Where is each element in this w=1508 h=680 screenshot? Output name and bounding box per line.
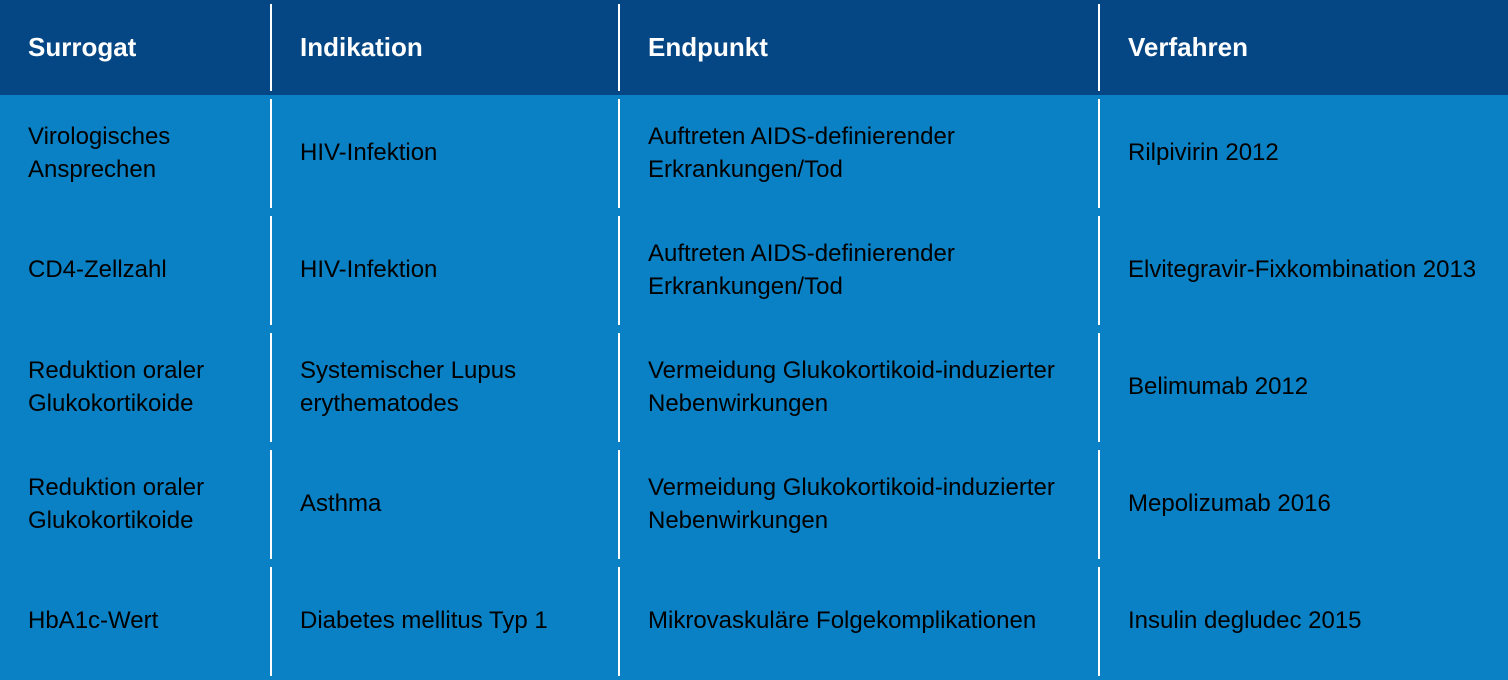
cell-text: Auftreten AIDS-definierender Erkrankunge…	[648, 238, 1072, 303]
cell-indikation: Diabetes mellitus Typ 1	[272, 563, 620, 680]
cell-text: CD4-Zellzahl	[28, 254, 167, 286]
cell-text: Elvitegravir-Fixkombination 2013	[1128, 254, 1476, 286]
cell-surrogat: Virologisches Ansprechen	[0, 95, 272, 212]
cell-verfahren: Mepolizumab 2016	[1100, 446, 1508, 563]
cell-surrogat: HbA1c-Wert	[0, 563, 272, 680]
table-header: Surrogat Indikation Endpunkt Verfahren	[0, 0, 1508, 95]
cell-text: Mikrovaskuläre Folgekomplikationen	[648, 605, 1036, 637]
cell-text: Mepolizumab 2016	[1128, 488, 1331, 520]
cell-endpunkt: Vermeidung Glukokortikoid-induzierter Ne…	[620, 329, 1100, 446]
cell-text: Belimumab 2012	[1128, 371, 1308, 403]
table-row: Reduktion oraler Glukokortikoide Systemi…	[0, 329, 1508, 446]
table-row: HbA1c-Wert Diabetes mellitus Typ 1 Mikro…	[0, 563, 1508, 680]
cell-surrogat: CD4-Zellzahl	[0, 212, 272, 329]
header-label: Surrogat	[28, 30, 136, 65]
cell-indikation: HIV-Infektion	[272, 212, 620, 329]
header-label: Indikation	[300, 30, 423, 65]
surrogate-table: Surrogat Indikation Endpunkt Verfahren V…	[0, 0, 1508, 680]
cell-endpunkt: Mikrovaskuläre Folgekomplikationen	[620, 563, 1100, 680]
cell-text: Rilpivirin 2012	[1128, 137, 1279, 169]
cell-text: Vermeidung Glukokortikoid-induzierter Ne…	[648, 355, 1072, 420]
cell-indikation: Asthma	[272, 446, 620, 563]
cell-text: Reduktion oraler Glukokortikoide	[28, 472, 244, 537]
cell-verfahren: Elvitegravir-Fixkombination 2013	[1100, 212, 1508, 329]
cell-text: Asthma	[300, 488, 381, 520]
cell-text: Virologisches Ansprechen	[28, 121, 244, 186]
header-label: Verfahren	[1128, 30, 1248, 65]
cell-text: Reduktion oraler Glukokortikoide	[28, 355, 244, 420]
cell-endpunkt: Vermeidung Glukokortikoid-induzierter Ne…	[620, 446, 1100, 563]
table-row: Virologisches Ansprechen HIV-Infektion A…	[0, 95, 1508, 212]
cell-endpunkt: Auftreten AIDS-definierender Erkrankunge…	[620, 212, 1100, 329]
cell-text: Auftreten AIDS-definierender Erkrankunge…	[648, 121, 1072, 186]
cell-surrogat: Reduktion oraler Glukokortikoide	[0, 329, 272, 446]
cell-text: HIV-Infektion	[300, 254, 437, 286]
header-indikation: Indikation	[272, 0, 620, 95]
cell-endpunkt: Auftreten AIDS-definierender Erkrankunge…	[620, 95, 1100, 212]
cell-surrogat: Reduktion oraler Glukokortikoide	[0, 446, 272, 563]
table-row: CD4-Zellzahl HIV-Infektion Auftreten AID…	[0, 212, 1508, 329]
table-body: Virologisches Ansprechen HIV-Infektion A…	[0, 95, 1508, 680]
cell-text: HIV-Infektion	[300, 137, 437, 169]
header-surrogat: Surrogat	[0, 0, 272, 95]
cell-text: Diabetes mellitus Typ 1	[300, 605, 548, 637]
cell-indikation: Systemischer Lupus erythematodes	[272, 329, 620, 446]
cell-text: Systemischer Lupus erythematodes	[300, 355, 592, 420]
cell-text: Insulin degludec 2015	[1128, 605, 1362, 637]
table-row: Reduktion oraler Glukokortikoide Asthma …	[0, 446, 1508, 563]
cell-text: Vermeidung Glukokortikoid-induzierter Ne…	[648, 472, 1072, 537]
cell-verfahren: Rilpivirin 2012	[1100, 95, 1508, 212]
cell-verfahren: Belimumab 2012	[1100, 329, 1508, 446]
header-endpunkt: Endpunkt	[620, 0, 1100, 95]
header-label: Endpunkt	[648, 30, 768, 65]
cell-indikation: HIV-Infektion	[272, 95, 620, 212]
header-verfahren: Verfahren	[1100, 0, 1508, 95]
cell-verfahren: Insulin degludec 2015	[1100, 563, 1508, 680]
cell-text: HbA1c-Wert	[28, 605, 158, 637]
